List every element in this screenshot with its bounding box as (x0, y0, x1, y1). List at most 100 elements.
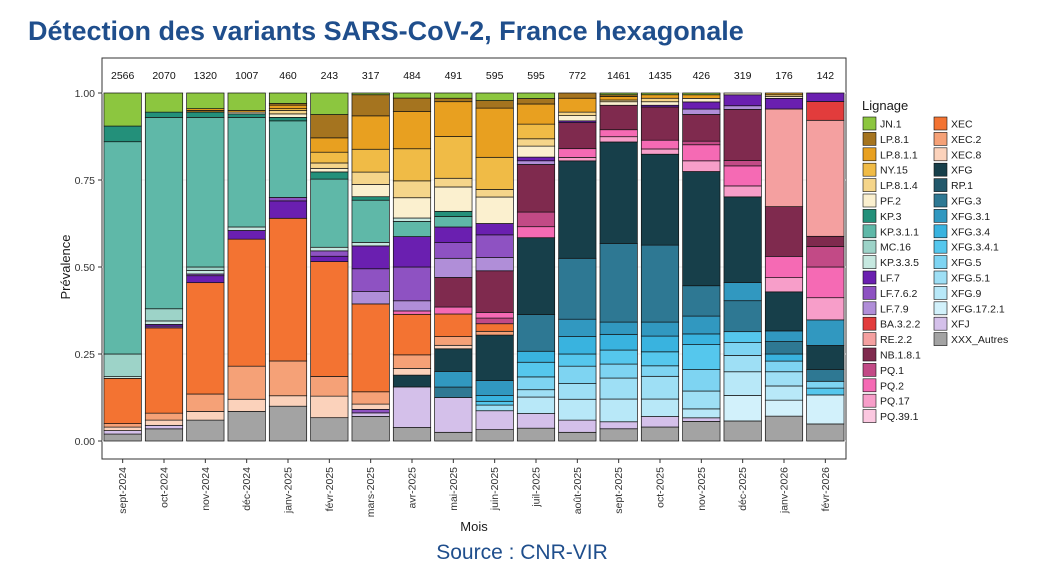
bar-segment (682, 417, 721, 422)
plot-panel (101, 57, 847, 460)
bar-segment (310, 92, 349, 115)
legend-item: PQ.2 (862, 378, 904, 393)
bar-segment (599, 363, 638, 379)
bar-segment (723, 109, 762, 161)
bar-segment (806, 387, 845, 396)
count-label: 319 (734, 70, 752, 82)
legend-swatch (862, 116, 877, 131)
bar-segment (351, 196, 390, 201)
bar-segment (475, 223, 514, 236)
bar-segment (558, 383, 597, 400)
legend-swatch (862, 363, 877, 377)
bar-segment (764, 330, 804, 342)
legend-swatch (933, 332, 948, 346)
bar-segment (186, 393, 225, 412)
legend-label: KP.3.3.5 (880, 257, 919, 269)
count-label: 595 (486, 70, 504, 82)
x-axis-label: Mois (460, 519, 488, 534)
bar-segment (764, 415, 804, 442)
bar-segment (103, 141, 142, 355)
bar-segment (516, 123, 556, 140)
bar-segment (558, 160, 597, 259)
bar-segment (682, 108, 721, 115)
bar-segment (723, 300, 762, 333)
bar-segment (310, 167, 349, 173)
legend-item: KP.3.1.1 (862, 224, 919, 238)
legend-item: PQ.1 (862, 363, 904, 377)
y-tick-label: 0.00 (75, 436, 96, 448)
bar-segment (434, 371, 473, 388)
y-axis-label: Prévalence (58, 234, 73, 299)
bar-segment (268, 360, 308, 397)
x-tick-label: oct-2024 (159, 467, 171, 508)
bar-segment (475, 270, 514, 313)
bar-segment (723, 395, 762, 422)
bar-segment (640, 92, 680, 96)
bar-segment (268, 197, 308, 202)
bar-segment (351, 303, 390, 393)
bar-segment (475, 100, 514, 109)
legend-label: PQ.17 (880, 396, 910, 408)
bar-segment (475, 404, 514, 412)
bar-segment (434, 92, 473, 99)
bar-segment (723, 92, 762, 96)
legend-title: Lignage (862, 98, 908, 113)
x-tick-label: oct-2025 (655, 467, 667, 508)
bar-segment (227, 365, 266, 400)
bar-segment (599, 333, 638, 351)
bar-segment (144, 424, 184, 430)
bar-segment (103, 423, 142, 428)
bar-segment (764, 360, 804, 373)
bar-segment (806, 369, 845, 382)
y-tick-label: 0.50 (75, 262, 96, 274)
count-label: 484 (403, 70, 421, 82)
bar-segment (475, 312, 514, 319)
bar-segment (434, 226, 473, 243)
count-label: 1435 (648, 70, 672, 82)
legend-label: XFG (951, 165, 973, 177)
bar-segment (351, 115, 390, 150)
bar-segment (640, 365, 680, 377)
bar-segment (475, 92, 514, 101)
bar-segment (516, 413, 556, 429)
bar-segment (599, 349, 638, 365)
legend: Lignage JN.1 LP.8.1 LP.8.1.1 NY.15 LP.8.1.4 P… (862, 98, 1008, 423)
bar-segment (268, 92, 308, 104)
legend-item: XFJ (933, 316, 970, 331)
bar-segment (351, 403, 390, 410)
bar-segment (227, 230, 266, 240)
bar-segment (434, 348, 473, 372)
bar-segment (434, 242, 473, 259)
legend-swatch (862, 378, 877, 393)
bar-segment (640, 101, 680, 106)
legend-item: XFG.3 (933, 193, 982, 208)
bar-segment (723, 165, 762, 187)
bar-segment (434, 277, 473, 308)
bar-segment (351, 242, 390, 247)
bar-segment (599, 96, 638, 101)
legend-swatch (933, 132, 948, 146)
legend-item: PF.2 (862, 193, 901, 208)
bar-segment (227, 113, 266, 118)
bar-segment (475, 323, 514, 332)
bar-segment (351, 94, 390, 117)
bar-segment (599, 92, 638, 96)
x-tick-label: sept-2024 (117, 467, 129, 514)
bar-segment (392, 354, 432, 369)
bar-segment (723, 196, 762, 283)
bar-segment (351, 171, 390, 185)
legend-swatch (862, 316, 877, 331)
bar-segment (516, 211, 556, 228)
legend-label: PF.2 (880, 196, 901, 208)
legend-label: XFG.5.1 (951, 273, 990, 285)
legend-label: XFG.3.4 (951, 226, 990, 238)
bar-segment (682, 421, 721, 442)
bar-segment (392, 310, 432, 315)
bar-segment (764, 108, 804, 207)
legend-label: RP.1 (951, 180, 973, 192)
bar-segment (516, 237, 556, 315)
bar-segment (103, 426, 142, 431)
legend-swatch (933, 286, 948, 300)
bar-segment (558, 398, 597, 421)
bar-segment (806, 297, 845, 321)
